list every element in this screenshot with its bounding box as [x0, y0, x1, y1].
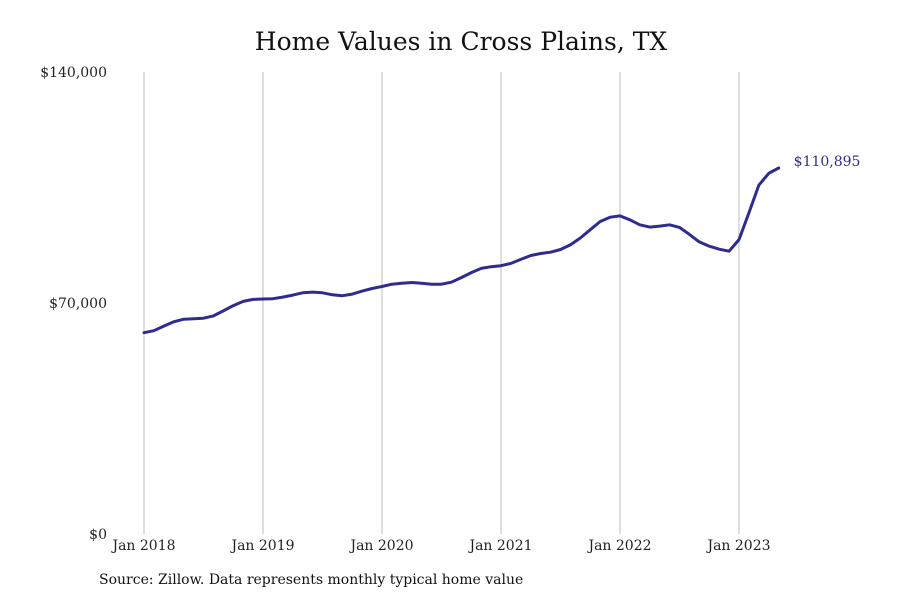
data-point [629, 218, 632, 221]
x-tick-label: Jan 2019 [229, 538, 294, 554]
data-point [480, 267, 483, 270]
data-point [698, 241, 701, 244]
data-point [738, 238, 741, 241]
data-point [510, 262, 513, 265]
data-point [500, 264, 503, 267]
data-point [619, 215, 622, 218]
data-point [539, 252, 542, 255]
y-tick-label: $70,000 [49, 296, 107, 312]
data-point [609, 216, 612, 219]
data-point [143, 331, 146, 334]
data-point [599, 220, 602, 223]
data-point [331, 293, 334, 296]
data-point [668, 223, 671, 226]
data-point [172, 320, 175, 323]
data-point [162, 325, 165, 328]
data-point [252, 298, 255, 301]
data-point [192, 317, 195, 320]
x-axis-ticks: Jan 2018 Jan 2019 Jan 2020 Jan 2021 Jan 2022… [110, 538, 770, 554]
data-point [242, 300, 245, 303]
data-point [391, 283, 394, 286]
data-point [579, 237, 582, 240]
grid-lines [143, 72, 740, 534]
data-point [549, 251, 552, 254]
data-point [420, 282, 423, 285]
data-point [291, 294, 294, 297]
data-point [529, 254, 532, 257]
data-point [638, 223, 641, 226]
data-point [262, 298, 265, 301]
data-point [361, 290, 364, 293]
data-point [708, 245, 711, 248]
y-tick-label: $140,000 [40, 65, 107, 81]
data-point [658, 225, 661, 228]
data-point [381, 285, 384, 288]
data-point [430, 283, 433, 286]
data-point [648, 226, 651, 229]
data-point [490, 265, 493, 268]
data-point [688, 233, 691, 236]
data-point [450, 281, 453, 284]
data-point [272, 297, 275, 300]
data-point [410, 281, 413, 284]
x-tick-label: Jan 2021 [467, 538, 532, 554]
source-note: Source: Zillow. Data represents monthly … [99, 572, 524, 588]
data-point [153, 329, 156, 332]
data-point [440, 283, 443, 286]
data-point [202, 317, 205, 320]
data-point [718, 248, 721, 251]
data-point [222, 310, 225, 313]
series-line [142, 166, 781, 335]
data-point [748, 212, 751, 215]
data-point [182, 318, 185, 321]
data-point [281, 296, 284, 299]
x-tick-label: Jan 2022 [586, 538, 651, 554]
data-point [400, 282, 403, 285]
chart-title: Home Values in Cross Plains, TX [254, 27, 668, 56]
data-point [678, 226, 681, 229]
data-point [321, 291, 324, 294]
x-tick-label: Jan 2020 [348, 538, 413, 554]
data-point [232, 304, 235, 307]
data-point [777, 167, 780, 170]
data-point [728, 250, 731, 253]
data-point [311, 291, 314, 294]
data-point [301, 291, 304, 294]
data-point [212, 315, 215, 318]
data-point [757, 184, 760, 187]
data-point [569, 244, 572, 247]
data-point [460, 276, 463, 279]
data-point [470, 271, 473, 274]
data-point [519, 258, 522, 261]
data-point [559, 248, 562, 251]
data-point [589, 228, 592, 231]
data-point [341, 294, 344, 297]
y-axis-ticks: $0 $70,000 $140,000 [40, 65, 107, 543]
series-layer: $110,895 [142, 154, 861, 335]
data-point [351, 293, 354, 296]
x-tick-label: Jan 2023 [705, 538, 770, 554]
x-tick-label: Jan 2018 [110, 538, 175, 554]
data-point [767, 172, 770, 175]
y-tick-label: $0 [89, 527, 107, 543]
end-value-label: $110,895 [794, 154, 861, 170]
data-point [371, 287, 374, 290]
